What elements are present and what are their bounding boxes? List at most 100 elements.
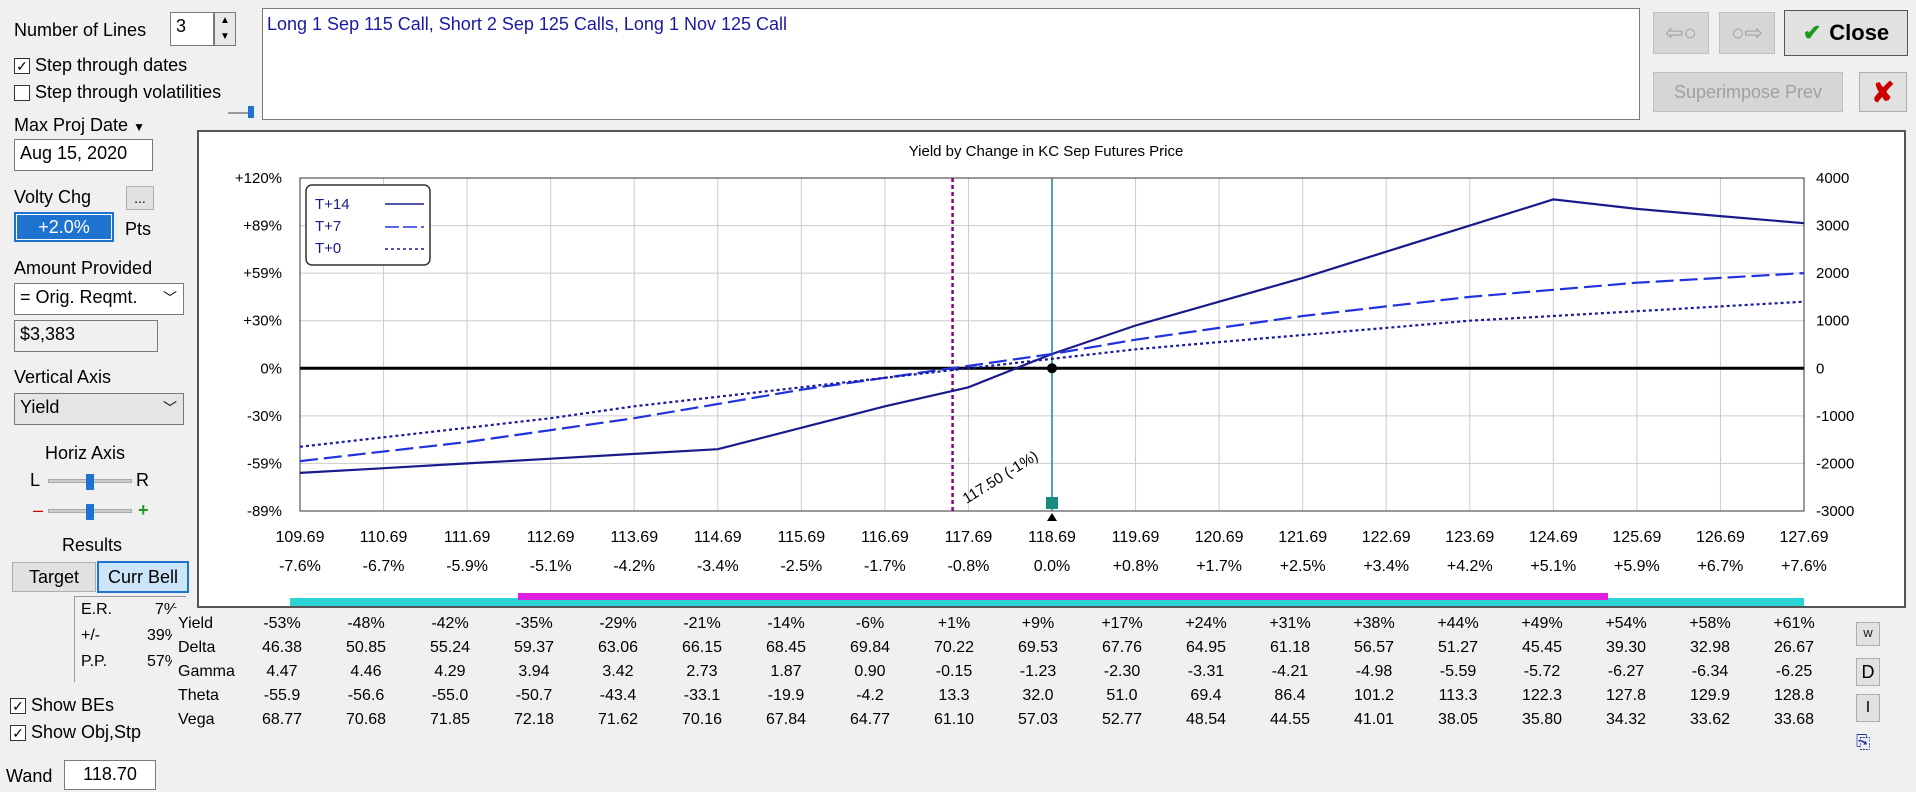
greeks-cell: 34.32 [1605, 711, 1647, 728]
greeks-cell: -6.27 [1607, 663, 1645, 680]
show-obj-checkbox[interactable]: ✓ Show Obj,Stp [10, 722, 141, 743]
export-icon[interactable]: ⎘ [1856, 732, 1871, 752]
x-tick-label: 115.69 [777, 529, 825, 546]
greeks-cell: 61.10 [933, 711, 975, 728]
greeks-cell: -0.15 [935, 663, 973, 680]
greeks-table: Yield -53% -48% -42% -35% -29% -21% -14% -6% +1% +… [178, 612, 1836, 732]
greeks-cell: -56.6 [347, 687, 385, 704]
volty-input[interactable]: +2.0% [14, 212, 114, 242]
stat-er-label: E.R. [81, 601, 113, 618]
greeks-cell: +61% [1773, 615, 1815, 632]
yield-chart[interactable]: Yield by Change in KC Sep Futures Price … [197, 130, 1906, 608]
greeks-cell: +31% [1269, 615, 1311, 632]
target-tab[interactable]: Target [12, 562, 96, 592]
w-button[interactable]: W [1856, 622, 1880, 646]
x-tick-label: 113.69 [610, 529, 658, 546]
close-button[interactable]: ✔ Close [1784, 10, 1908, 56]
greeks-cell: 51.0 [1106, 687, 1138, 704]
greeks-cell: 70.68 [345, 711, 387, 728]
greeks-row-label: Delta [178, 639, 216, 656]
x-pct-label: +5.1% [1530, 558, 1576, 575]
amount-select[interactable]: = Orig. Reqmt. ﹀ [14, 283, 184, 315]
x-pct-label: -5.9% [446, 558, 488, 575]
results-label: Results [62, 535, 123, 555]
greeks-cell: -3.31 [1187, 663, 1225, 680]
x-pct-label: +5.9% [1614, 558, 1660, 575]
superimpose-prev-button[interactable]: Superimpose Prev [1653, 72, 1843, 112]
mini-slider[interactable] [228, 106, 254, 118]
x-axis: 109.69 -7.6% 110.69 -6.7% 111.69 -5.9% 112.69 -… [276, 529, 1829, 575]
horiz-axis-slider[interactable] [48, 474, 132, 490]
volty-options-button[interactable]: ... [126, 186, 154, 210]
wand-label: Wand [6, 766, 53, 786]
wand-input[interactable]: 118.70 [64, 760, 156, 790]
vertical-axis-label: Vertical Axis [14, 367, 112, 387]
greeks-cell: +9% [1021, 615, 1055, 632]
greeks-cell: -21% [683, 615, 721, 632]
y-right-tick-label: 2000 [1816, 265, 1849, 282]
greeks-cell: 32.0 [1022, 687, 1054, 704]
x-pct-label: +3.4% [1363, 558, 1409, 575]
greeks-cell: -55.9 [263, 687, 301, 704]
arrow-right-icon: ○⇨ [1731, 20, 1763, 45]
greeks-cell: 32.98 [1689, 639, 1731, 656]
current-price-handle[interactable] [1046, 497, 1058, 509]
horiz-axis-l: L [30, 470, 41, 490]
curr-bell-tab[interactable]: Curr Bell [97, 561, 189, 593]
greeks-cell: +44% [1437, 615, 1479, 632]
greeks-cell: -48% [347, 615, 385, 632]
zoom-slider[interactable] [48, 504, 132, 520]
check-icon: ✓ [14, 57, 30, 74]
series-line-t0 [299, 300, 1805, 448]
greeks-cell: 127.8 [1605, 687, 1647, 704]
greeks-cell: 0.90 [854, 663, 886, 680]
y-left-tick-label: +30% [243, 313, 282, 330]
y-right-tick-label: -3000 [1816, 503, 1854, 520]
cancel-x-button[interactable]: ✘ [1859, 72, 1907, 112]
y-left-tick-label: 0% [260, 360, 282, 377]
vertical-axis-select[interactable]: Yield ﹀ [14, 393, 184, 425]
step-vols-checkbox[interactable]: Step through volatilities [14, 82, 221, 103]
x-pct-label: +1.7% [1196, 558, 1242, 575]
show-bes-checkbox[interactable]: ✓ Show BEs [10, 695, 114, 716]
y-axis-right: 4000 3000 2000 1000 0 -1000 -2000 -3000 [1816, 170, 1854, 520]
greeks-cell: +49% [1521, 615, 1563, 632]
next-arrow-button[interactable]: ○⇨ [1719, 12, 1775, 54]
i-button[interactable]: I [1856, 694, 1880, 722]
greeks-cell: 2.73 [686, 663, 718, 680]
num-lines-spinner[interactable]: ▲ ▼ [214, 12, 236, 46]
greeks-cell: 59.37 [513, 639, 555, 656]
step-dates-checkbox[interactable]: ✓ Step through dates [14, 55, 187, 76]
series-line-t7 [299, 272, 1805, 463]
zoom-plus-icon[interactable]: + [138, 500, 149, 520]
chevron-down-icon: ﹀ [163, 400, 177, 416]
close-label: Close [1829, 20, 1890, 45]
x-pct-label: -6.7% [363, 558, 405, 575]
greeks-cell: 57.03 [1017, 711, 1059, 728]
d-button[interactable]: D [1856, 658, 1880, 686]
x-tick-label: 112.69 [527, 529, 575, 546]
greeks-cell: 4.29 [434, 663, 466, 680]
max-proj-date-input[interactable]: Aug 15, 2020 [14, 139, 153, 171]
greeks-cell: 86.4 [1274, 687, 1306, 704]
legend-t14: T+14 [315, 196, 350, 213]
greeks-cell: 72.18 [513, 711, 555, 728]
step-vols-label: Step through volatilities [35, 82, 222, 102]
greeks-row-delta: Delta 46.38 50.85 55.24 59.37 63.06 66.15 68.45… [178, 636, 1836, 660]
num-lines-input[interactable]: 3 [170, 12, 214, 46]
greeks-cell: 56.57 [1353, 639, 1395, 656]
greeks-cell: 70.22 [933, 639, 975, 656]
x-tick-label: 123.69 [1445, 529, 1494, 546]
strategy-textbox[interactable]: Long 1 Sep 115 Call, Short 2 Sep 125 Cal… [262, 8, 1640, 120]
prev-arrow-button[interactable]: ⇦○ [1653, 12, 1709, 54]
greeks-cell: -5.59 [1439, 663, 1477, 680]
x-tick-label: 126.69 [1696, 529, 1745, 546]
max-proj-date-label[interactable]: Max Proj Date ▼ [14, 115, 145, 135]
x-pct-label: -5.1% [530, 558, 572, 575]
greeks-cell: -43.4 [599, 687, 637, 704]
greeks-cell: 71.62 [597, 711, 639, 728]
current-price-pointer-icon [1047, 513, 1057, 521]
greeks-cell: 69.4 [1190, 687, 1222, 704]
zoom-minus-icon[interactable]: – [33, 500, 44, 520]
greeks-cell: 48.54 [1185, 711, 1227, 728]
